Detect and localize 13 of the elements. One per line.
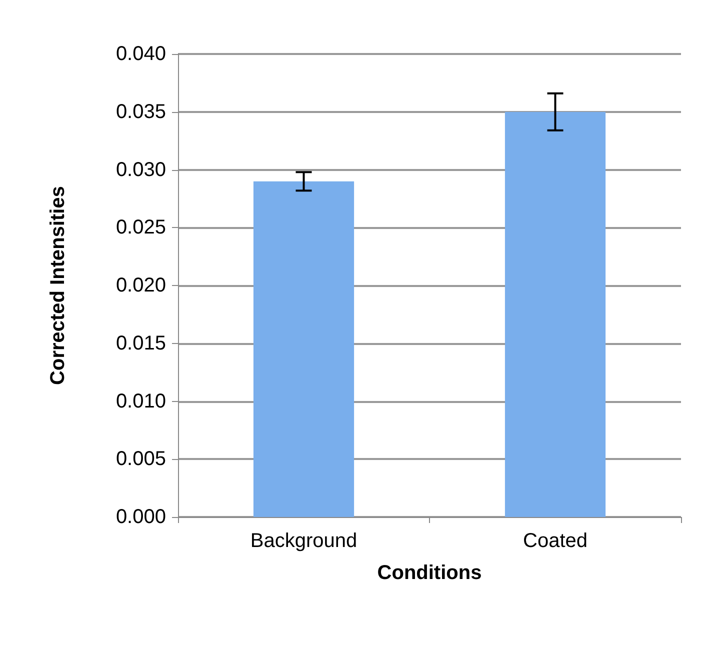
y-tick-label: 0.025 <box>116 216 166 239</box>
y-tick-label: 0.015 <box>116 332 166 354</box>
y-tick-label: 0.000 <box>116 506 166 528</box>
y-tick-label: 0.030 <box>116 158 166 181</box>
x-tick-label: Background <box>250 530 358 552</box>
y-tick-label: 0.040 <box>116 43 166 65</box>
y-tick-label: 0.005 <box>116 448 166 470</box>
x-tick-label: Coated <box>523 530 588 552</box>
y-tick-label: 0.035 <box>116 100 166 123</box>
y-tick-label: 0.020 <box>116 274 166 296</box>
y-tick-label: 0.010 <box>116 390 166 412</box>
x-axis-title: Conditions <box>377 562 482 584</box>
y-axis-title: Corrected Intensities <box>47 186 69 385</box>
